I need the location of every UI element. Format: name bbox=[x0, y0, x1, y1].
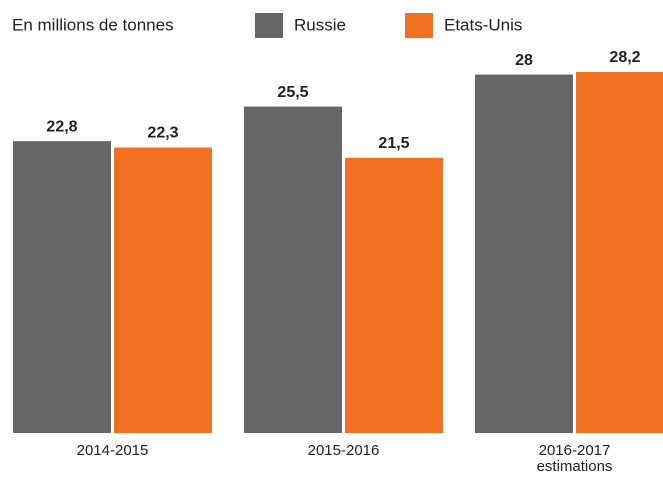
legend-swatch bbox=[255, 13, 283, 38]
legend-label: Etats-Unis bbox=[444, 15, 522, 34]
value-label: 28,2 bbox=[609, 49, 640, 66]
value-label: 25,5 bbox=[277, 84, 308, 101]
legend-swatch bbox=[405, 13, 433, 38]
bar bbox=[475, 74, 573, 434]
value-label: 28 bbox=[515, 52, 533, 69]
bar bbox=[345, 157, 443, 433]
x-tick-label: 2016-2017 estimations bbox=[536, 442, 613, 475]
value-label: 22,8 bbox=[46, 118, 77, 135]
value-label: 21,5 bbox=[378, 135, 409, 152]
x-tick-label: 2015-2016 bbox=[307, 442, 380, 459]
bar bbox=[114, 147, 212, 433]
legend-label: Russie bbox=[294, 15, 346, 34]
subtitle: En millions de tonnes bbox=[12, 15, 174, 34]
bar bbox=[576, 72, 663, 433]
bar bbox=[13, 141, 111, 433]
bar bbox=[244, 106, 342, 433]
x-tick-label: 2014-2015 bbox=[76, 442, 149, 459]
value-label: 22,3 bbox=[147, 125, 178, 142]
